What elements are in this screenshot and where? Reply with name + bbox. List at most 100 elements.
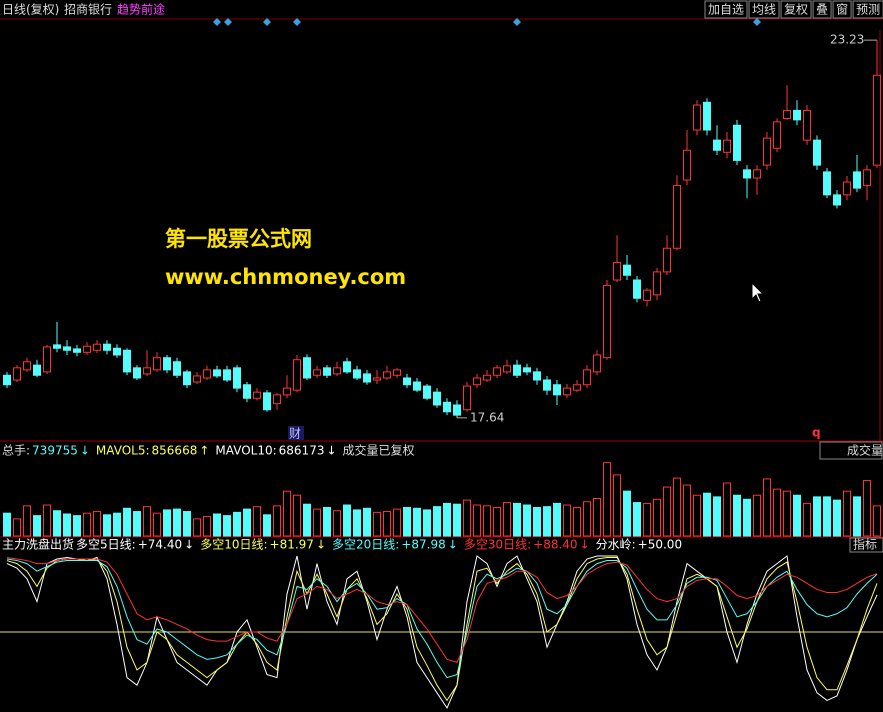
mavol-name: MAVOL5: (96, 444, 150, 458)
candle-body (133, 367, 141, 379)
volume-bar (663, 486, 671, 537)
volume-bar (573, 506, 581, 537)
formula-name: 趋势前途 (117, 2, 165, 17)
volume-bar (843, 490, 851, 537)
volume-bar (3, 512, 11, 537)
panel-tab-label[interactable]: 成交量 (847, 443, 883, 458)
series-name: 多空5日线: (76, 538, 136, 552)
candle-body (803, 109, 811, 141)
volume-bar (803, 502, 811, 537)
volume-bar (323, 506, 331, 537)
volume-bar (713, 496, 721, 537)
candle-body (603, 284, 611, 359)
volume-bar (763, 478, 771, 537)
candle-body (403, 377, 411, 386)
volume-bar (463, 499, 471, 537)
volume-value: 739755 (32, 444, 78, 458)
mavol-trend: ↓ (326, 444, 336, 458)
candle-body (23, 361, 31, 371)
threshold-value: +50.00 (638, 538, 682, 552)
volume-bar (303, 503, 311, 537)
volume-bar (873, 505, 881, 537)
volume-bar (503, 502, 511, 537)
toolbar-button-label[interactable]: 复权 (784, 3, 808, 17)
candle-body (3, 374, 11, 386)
candle-body (583, 369, 591, 386)
volume-bar (113, 512, 121, 537)
candle-body (593, 354, 601, 373)
candle-body (533, 371, 541, 381)
volume-bar (243, 508, 251, 537)
volume-bar (443, 502, 451, 537)
toolbar-button-label[interactable]: 窗 (836, 3, 848, 17)
candle-body (13, 367, 21, 381)
toolbar-button[interactable] (780, 0, 812, 19)
volume-bar (23, 505, 31, 537)
indicator-line (6, 555, 878, 710)
volume-bar (153, 512, 161, 537)
volume-bar (83, 512, 91, 537)
candle-body (663, 247, 671, 273)
volume-bar (823, 496, 831, 537)
volume-trend: ↓ (80, 444, 90, 458)
volume-bar (353, 509, 361, 537)
candle-body (213, 369, 221, 377)
volume-bar (233, 511, 241, 537)
mavol-trend: ↑ (199, 444, 209, 458)
candle-body (103, 343, 111, 351)
candle-body (633, 279, 641, 299)
candle-body (343, 361, 351, 373)
candle-body (53, 344, 61, 349)
candle-body (353, 369, 361, 379)
volume-bar (593, 498, 601, 537)
series-name: 多空30日线: (464, 538, 531, 552)
volume-bar (293, 494, 301, 537)
low-label: 17.64 (470, 410, 504, 424)
toolbar-button[interactable] (852, 0, 883, 19)
toolbar-button-label[interactable]: 均线 (752, 3, 776, 17)
candle-body (233, 367, 241, 389)
volume-bar (313, 508, 321, 537)
series-trend: ↓ (316, 538, 326, 552)
candle-body (463, 385, 471, 411)
toolbar-button-label[interactable]: 加自选 (708, 3, 744, 17)
candle-body (833, 194, 841, 206)
volume-bar (433, 506, 441, 537)
panel-tab[interactable] (849, 537, 883, 553)
series-trend: ↓ (448, 538, 458, 552)
candle-body (653, 271, 661, 296)
volume-bar (33, 515, 41, 537)
candle-body (553, 384, 561, 396)
candle-body (453, 404, 461, 416)
volume-title: 总手: (2, 444, 30, 458)
candle-body (513, 364, 521, 376)
event-marker: q (812, 426, 821, 440)
indicator-line (6, 557, 878, 702)
candle-body (323, 367, 331, 376)
candle-body (813, 139, 821, 166)
candle-body (483, 374, 491, 381)
candle-body (93, 343, 101, 351)
toolbar-button[interactable] (812, 0, 832, 19)
candle-body (873, 74, 881, 166)
series-name: 多空10日线: (200, 538, 267, 552)
toolbar-button[interactable] (832, 0, 852, 19)
toolbar-button[interactable] (704, 0, 748, 19)
toolbar-button-label[interactable]: 预测 (856, 3, 880, 17)
volume-bar (363, 507, 371, 537)
volume-bar (563, 504, 571, 537)
candle-body (713, 139, 721, 151)
candle-body (623, 264, 631, 276)
toolbar-button-label[interactable]: 叠 (816, 3, 828, 17)
candle-body (613, 261, 621, 281)
panel-tab[interactable] (819, 441, 883, 460)
volume-bar (613, 474, 621, 537)
period-label[interactable]: 日线(复权) (2, 3, 59, 17)
volume-bar (523, 504, 531, 537)
volume-bar (453, 503, 461, 537)
header-bg (0, 538, 848, 551)
toolbar-button[interactable] (748, 0, 780, 19)
panel-tab-label[interactable]: 指标 (853, 537, 877, 552)
candle-body (793, 109, 801, 121)
threshold-name: 分水岭: (596, 538, 636, 552)
